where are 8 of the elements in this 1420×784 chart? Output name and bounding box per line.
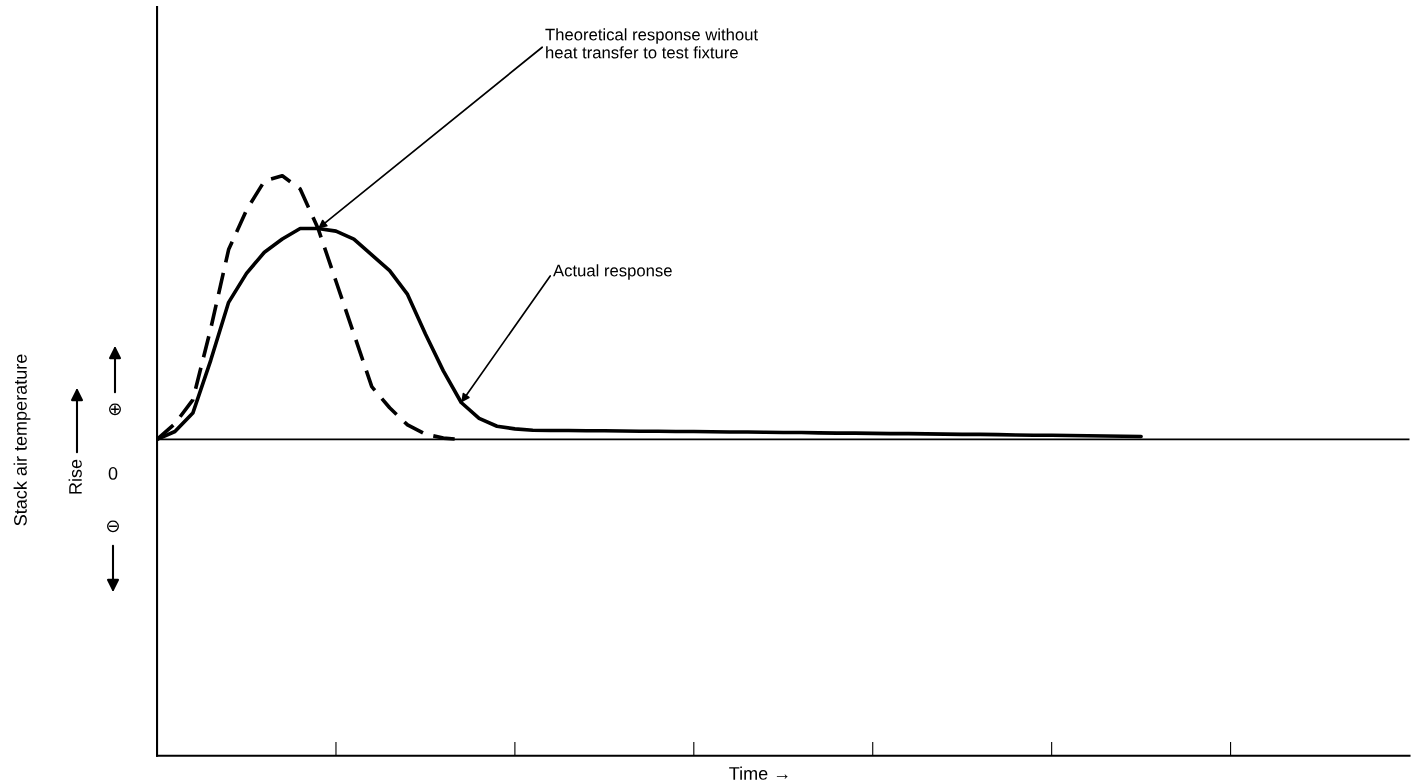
text: Theoretical response without heat transfer to test fixture [545,28,758,59]
text: 0 [108,467,118,480]
annotation: Actual response [553,264,672,280]
text: Stack air temperature [13,354,31,526]
text: ⊕ [109,403,121,416]
text: ⊖ [107,520,119,533]
text: Rise [68,459,82,494]
text: Time → [729,766,788,780]
